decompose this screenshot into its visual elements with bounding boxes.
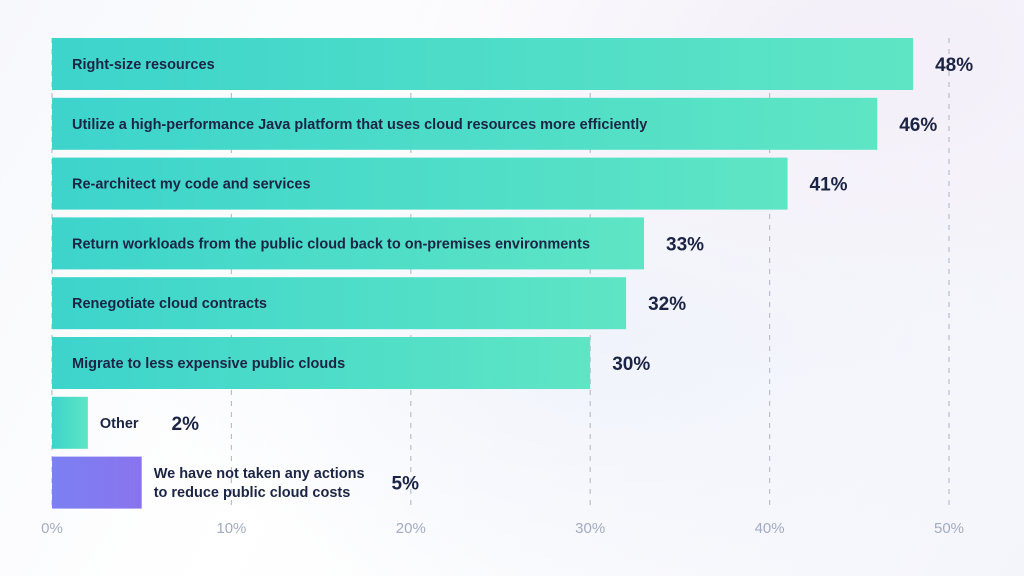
x-tick-label: 50% — [934, 520, 964, 537]
bar-label: Re-architect my code and services — [72, 177, 311, 193]
bar — [52, 38, 914, 90]
bar-label-line: We have not taken any actions — [154, 466, 365, 482]
x-tick-label: 10% — [216, 520, 246, 537]
bar-label-line: Renegotiate cloud contracts — [72, 296, 267, 312]
value-label: 41% — [810, 175, 848, 196]
bar-label-line: Utilize a high-performance Java platform… — [72, 117, 647, 133]
bar-label-line: Other — [100, 416, 139, 432]
value-label: 32% — [648, 294, 686, 315]
bar-label-line: Right-size resources — [72, 57, 215, 73]
bar — [52, 337, 591, 389]
bar-group: Migrate to less expensive public clouds 3… — [52, 337, 650, 389]
bar-label-line: Migrate to less expensive public clouds — [72, 356, 345, 372]
bar-group: Other 2% — [52, 396, 200, 449]
value-label: 48% — [935, 55, 973, 76]
bar-label-line: Re-architect my code and services — [72, 177, 311, 193]
bar-label: Renegotiate cloud contracts — [72, 296, 267, 312]
bars: Right-size resources 48% Utilize a high-pe… — [52, 38, 973, 509]
bar-group: Re-architect my code and services 41% — [52, 157, 848, 210]
bar-label-line: Return workloads from the public cloud b… — [72, 236, 590, 252]
bar-label-line: to reduce public cloud costs — [154, 485, 351, 501]
bar — [52, 157, 788, 210]
bar — [52, 456, 142, 509]
bar-label: Return workloads from the public cloud b… — [72, 236, 590, 252]
bar — [52, 277, 627, 330]
x-tick-label: 40% — [755, 520, 785, 537]
x-tick-label: 30% — [575, 520, 605, 537]
value-label: 2% — [172, 414, 200, 435]
bar-group: Right-size resources 48% — [52, 38, 973, 90]
bar-label: Migrate to less expensive public clouds — [72, 356, 345, 372]
x-tick-label: 20% — [396, 520, 426, 537]
x-axis-ticks: 0% 10% 20% 30% 40% 50% — [41, 520, 964, 537]
bar-group: Renegotiate cloud contracts 32% — [52, 277, 686, 330]
bar-label: Right-size resources — [72, 57, 215, 73]
bar-group: Return workloads from the public cloud b… — [52, 217, 704, 270]
bar-label: We have not taken any actions to reduce p… — [154, 466, 365, 501]
bar-group: Utilize a high-performance Java platform… — [52, 97, 937, 150]
value-label: 46% — [899, 115, 937, 136]
bar-label: Utilize a high-performance Java platform… — [72, 117, 647, 133]
bar-label: Other — [100, 416, 139, 432]
value-label: 33% — [666, 234, 704, 255]
bar — [52, 217, 645, 270]
bar — [52, 396, 88, 449]
value-label: 5% — [392, 474, 420, 495]
x-tick-label: 0% — [41, 520, 63, 537]
bar — [52, 97, 878, 150]
value-label: 30% — [612, 354, 650, 375]
bar-group: We have not taken any actions to reduce p… — [52, 456, 420, 509]
